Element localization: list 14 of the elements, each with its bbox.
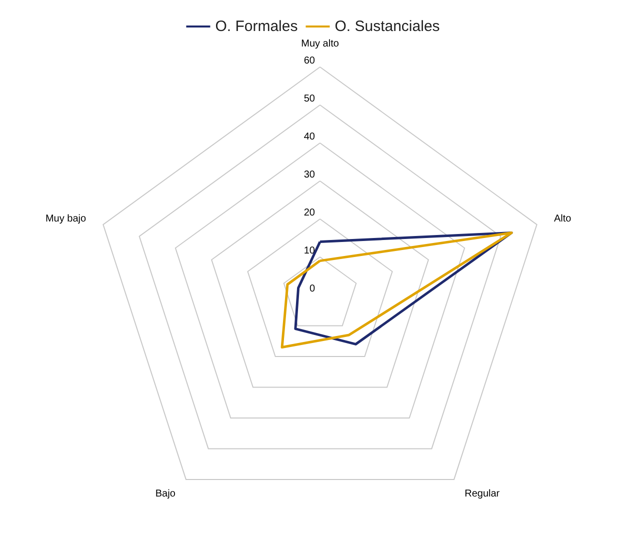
y-tick-label: 30	[304, 170, 316, 180]
spoke-label: Muy alto	[301, 38, 340, 50]
spoke-label: Regular	[464, 488, 500, 500]
spoke-label: Alto	[554, 213, 572, 224]
y-tick-label: 60	[304, 56, 316, 66]
spoke-label: Muy bajo	[45, 213, 86, 224]
y-tick-label: 40	[304, 132, 316, 142]
y-tick-label: 0	[309, 284, 316, 294]
spoke-label: Bajo	[155, 488, 176, 500]
y-tick-label: 50	[304, 94, 316, 104]
legend-label: O. Sustanciales	[334, 18, 440, 35]
y-tick-label: 20	[304, 208, 316, 218]
y-tick-label: 10	[304, 246, 316, 256]
legend-label: O. Formales	[215, 18, 298, 35]
